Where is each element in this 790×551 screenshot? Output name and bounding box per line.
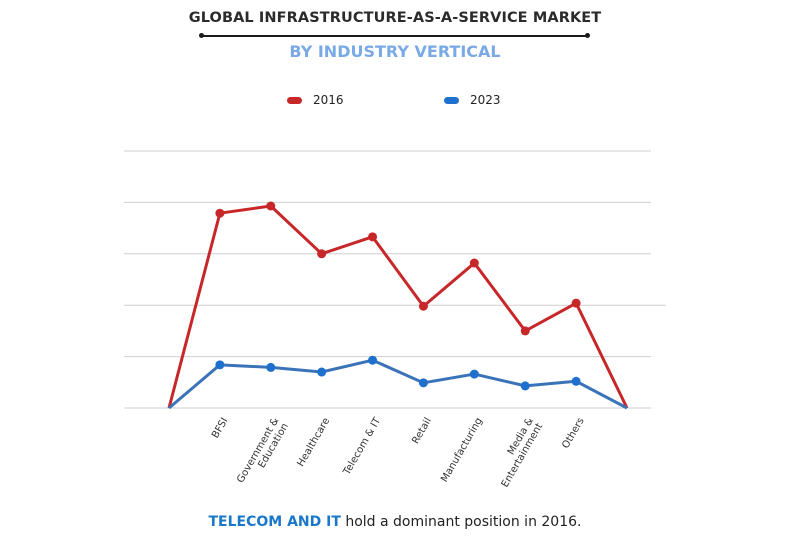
x-axis-labels: BFSI Government &Education Healthcare Telec… [210, 415, 587, 491]
data-point-2016[interactable] [317, 249, 327, 259]
chart-subtitle: BY INDUSTRY VERTICAL [289, 42, 501, 61]
data-point-2023[interactable] [418, 378, 428, 388]
x-tick-label: Telecom & IT [341, 415, 384, 478]
data-point-2023[interactable] [266, 362, 276, 372]
legend-item-2016[interactable]: 2016 [287, 93, 344, 107]
legend-item-2023[interactable]: 2023 [444, 93, 501, 107]
legend-label-2016: 2016 [313, 93, 344, 107]
series-lines [167, 204, 629, 410]
x-tick-label: Healthcare [295, 416, 332, 469]
data-point-2023[interactable] [469, 369, 479, 379]
legend-swatch-2016 [287, 96, 302, 104]
series-points [215, 201, 581, 391]
legend-swatch-2023 [444, 96, 459, 104]
data-point-2016[interactable] [469, 258, 479, 268]
series-line-2023 [168, 358, 628, 410]
footer-note: TELECOM AND IT hold a dominant position … [0, 514, 790, 530]
x-tick-label: Others [560, 416, 586, 451]
data-point-2016[interactable] [520, 326, 530, 336]
data-point-2016[interactable] [368, 232, 378, 242]
chart-title: GLOBAL INFRASTRUCTURE-AS-A-SERVICE MARKE… [188, 10, 602, 26]
x-tick-label: Media &Entertainment [490, 416, 545, 490]
x-tick-label: BFSI [210, 416, 230, 440]
data-point-2016[interactable] [215, 208, 225, 218]
x-tick-label: Manufacturing [439, 416, 485, 484]
title-divider [199, 33, 590, 38]
legend-label-2023: 2023 [470, 93, 501, 107]
x-tick-label: Government &Education [235, 416, 291, 491]
data-point-2023[interactable] [368, 355, 378, 365]
data-point-2016[interactable] [266, 201, 276, 211]
series-line-2016 [167, 204, 629, 409]
data-point-2023[interactable] [215, 360, 225, 370]
data-point-2023[interactable] [317, 367, 327, 377]
data-point-2023[interactable] [520, 381, 530, 391]
data-point-2016[interactable] [418, 301, 428, 311]
data-point-2023[interactable] [571, 376, 581, 386]
data-point-2016[interactable] [571, 298, 581, 308]
footer-highlight: TELECOM AND IT [208, 514, 341, 530]
x-tick-label: Retail [410, 416, 434, 446]
footer-text: hold a dominant position in 2016. [340, 514, 582, 530]
